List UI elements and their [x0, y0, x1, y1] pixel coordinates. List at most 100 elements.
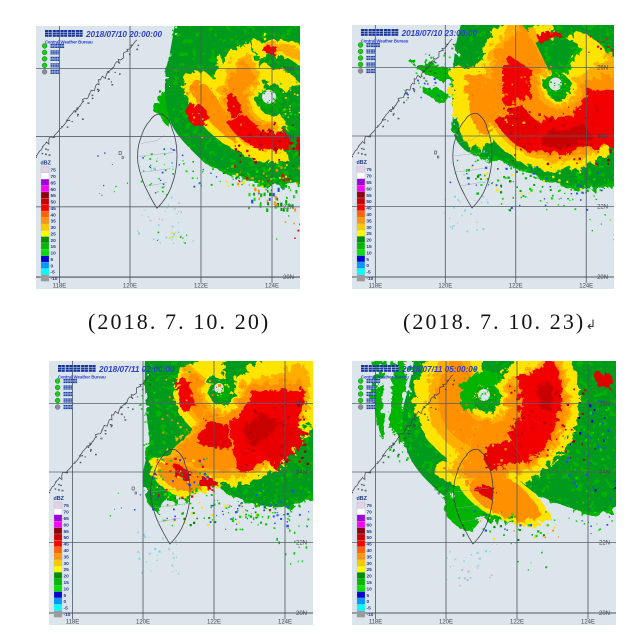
svg-text:-5: -5 [51, 270, 56, 276]
svg-text:26N: 26N [296, 402, 307, 408]
svg-text:25: 25 [366, 231, 372, 237]
svg-text:20: 20 [51, 238, 57, 244]
svg-text:25: 25 [64, 567, 70, 573]
svg-text:10: 10 [51, 251, 57, 257]
svg-text:20N: 20N [599, 611, 610, 617]
svg-text:5: 5 [64, 593, 67, 599]
svg-text:-5: -5 [366, 270, 371, 276]
svg-text:dBZ: dBZ [357, 496, 368, 502]
svg-text:10: 10 [367, 586, 373, 592]
svg-text:65: 65 [366, 180, 372, 186]
svg-text:Central Weather Bureau: Central Weather Bureau [58, 375, 106, 380]
svg-text:20: 20 [366, 238, 372, 244]
svg-text:dBZ: dBZ [356, 160, 367, 166]
svg-text:35: 35 [64, 554, 70, 560]
svg-text:40: 40 [51, 212, 57, 218]
svg-text:Central Weather Bureau: Central Weather Bureau [361, 375, 409, 380]
svg-text:124E: 124E [581, 620, 595, 626]
svg-text:35: 35 [366, 218, 372, 224]
svg-text:30: 30 [366, 225, 372, 231]
svg-text:35: 35 [367, 554, 373, 560]
svg-text:65: 65 [367, 516, 373, 522]
svg-text:24N: 24N [296, 470, 307, 476]
svg-text:122E: 122E [207, 620, 221, 626]
svg-text:22N: 22N [597, 205, 608, 211]
svg-text:75: 75 [366, 167, 372, 173]
svg-text:dBZ: dBZ [54, 496, 65, 502]
svg-text:45: 45 [367, 542, 373, 548]
svg-text:30: 30 [51, 225, 57, 231]
svg-text:60: 60 [367, 522, 373, 528]
svg-text:26N: 26N [283, 67, 294, 73]
svg-text:122E: 122E [194, 284, 208, 289]
svg-text:24N: 24N [283, 135, 294, 141]
svg-text:118E: 118E [53, 284, 67, 289]
svg-text:60: 60 [64, 522, 70, 528]
svg-text:22N: 22N [283, 205, 294, 211]
svg-text:dBZ: dBZ [41, 160, 52, 166]
svg-text:124E: 124E [265, 284, 279, 289]
svg-text:Central Weather Bureau: Central Weather Bureau [45, 39, 93, 44]
svg-text:124E: 124E [278, 620, 292, 626]
svg-text:5: 5 [366, 257, 369, 263]
svg-text:45: 45 [64, 542, 70, 548]
svg-text:5: 5 [51, 257, 54, 263]
svg-text:55: 55 [366, 193, 372, 199]
svg-text:70: 70 [64, 510, 70, 516]
svg-text:120E: 120E [439, 620, 453, 626]
svg-text:65: 65 [51, 180, 57, 186]
svg-text:30: 30 [367, 561, 373, 567]
svg-text:0: 0 [64, 599, 67, 605]
svg-text:26N: 26N [597, 66, 608, 72]
svg-text:55: 55 [367, 529, 373, 535]
svg-text:0: 0 [367, 599, 370, 605]
svg-text:55: 55 [64, 529, 70, 535]
svg-text:2018/07/11 02:00:00: 2018/07/11 02:00:00 [98, 365, 175, 374]
svg-text:45: 45 [366, 206, 372, 212]
svg-text:0: 0 [51, 263, 54, 269]
svg-text:20N: 20N [296, 611, 307, 617]
svg-text:15: 15 [64, 580, 70, 586]
svg-text:Central Weather Bureau: Central Weather Bureau [361, 38, 409, 43]
svg-text:-5: -5 [64, 606, 69, 612]
svg-text:15: 15 [51, 244, 57, 250]
svg-text:-10: -10 [367, 612, 374, 618]
svg-text:22N: 22N [296, 541, 307, 547]
svg-text:15: 15 [366, 244, 372, 250]
svg-text:45: 45 [51, 206, 57, 212]
svg-text:118E: 118E [66, 620, 80, 626]
svg-text:5: 5 [367, 593, 370, 599]
svg-text:122E: 122E [510, 620, 524, 626]
svg-text:124E: 124E [579, 283, 593, 289]
svg-text:15: 15 [367, 580, 373, 586]
svg-text:65: 65 [64, 516, 70, 522]
svg-text:26N: 26N [599, 402, 610, 408]
svg-text:2018/07/10 23:00:00: 2018/07/10 23:00:00 [401, 29, 478, 38]
svg-text:20: 20 [64, 574, 70, 580]
svg-text:40: 40 [367, 548, 373, 554]
svg-text:25: 25 [367, 567, 373, 573]
svg-text:70: 70 [367, 510, 373, 516]
svg-text:2018/07/11 05:00:00: 2018/07/11 05:00:00 [401, 365, 478, 374]
svg-text:30: 30 [64, 561, 70, 567]
svg-text:60: 60 [366, 186, 372, 192]
svg-text:118E: 118E [369, 283, 382, 289]
svg-text:24N: 24N [599, 470, 610, 476]
svg-text:120E: 120E [136, 620, 150, 626]
svg-text:122E: 122E [509, 283, 523, 289]
svg-text:55: 55 [51, 193, 57, 199]
svg-text:40: 40 [64, 548, 70, 554]
svg-text:70: 70 [366, 174, 372, 180]
svg-text:20N: 20N [283, 275, 294, 281]
svg-text:120E: 120E [438, 283, 452, 289]
svg-text:50: 50 [366, 199, 372, 205]
svg-text:118E: 118E [369, 620, 383, 626]
svg-text:-5: -5 [367, 606, 372, 612]
svg-text:24N: 24N [597, 134, 608, 140]
svg-text:40: 40 [366, 212, 372, 218]
svg-text:0: 0 [366, 263, 369, 269]
svg-text:22N: 22N [599, 541, 610, 547]
svg-text:50: 50 [367, 535, 373, 541]
svg-text:10: 10 [366, 250, 372, 256]
svg-text:35: 35 [51, 219, 57, 225]
